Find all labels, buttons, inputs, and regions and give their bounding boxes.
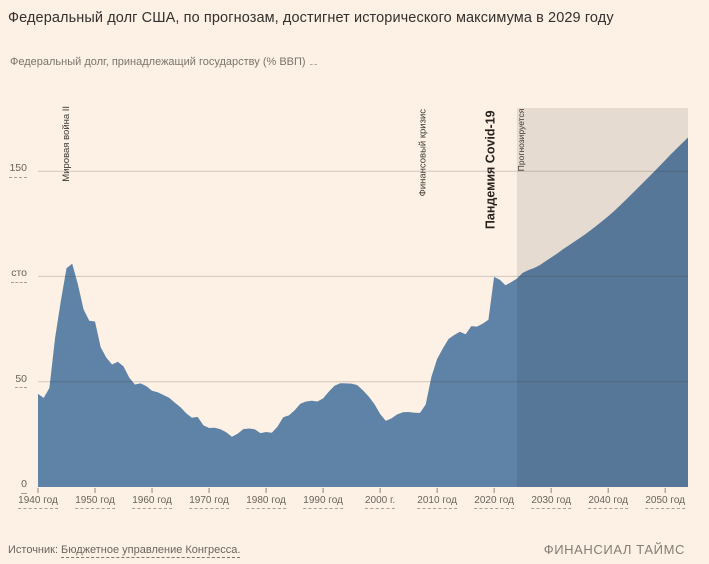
x-axis-label-1990: 1990 год — [303, 495, 343, 509]
x-axis-label-1960: 1960 год — [132, 495, 172, 509]
x-axis-label-2010: 2010 год — [417, 495, 457, 509]
ft-wordmark: ФИНАНСИАЛ ТАЙМС — [543, 542, 685, 557]
debt-area-series — [38, 137, 688, 487]
x-axis-label-text: 2010 год — [417, 495, 457, 509]
x-axis-label-2000: 2000 г. — [364, 495, 396, 509]
x-axis-label-text: 2020 год — [474, 495, 514, 509]
x-axis-label-text: 2030 год — [531, 495, 571, 509]
y-axis-label-text: 150 — [9, 163, 27, 178]
x-axis-label-text: 2000 г. — [364, 495, 396, 509]
y-axis-label-50: 50 — [0, 373, 27, 389]
x-axis-label-2030: 2030 год — [531, 495, 571, 509]
x-axis-label-1950: 1950 год — [75, 495, 115, 509]
annotation-financial-crisis: Финансовый кризис — [417, 109, 428, 197]
x-axis-label-2040: 2040 год — [588, 495, 628, 509]
x-axis-label-text: 1950 год — [75, 495, 115, 509]
y-axis-label-text: сто — [11, 268, 27, 283]
y-axis-label-text: 50 — [15, 373, 27, 389]
source-prefix-label: Источник: — [8, 544, 59, 556]
annotation-wwii: Мировая война II — [61, 106, 72, 182]
source-line: Источник: Бюджетное управление Конгресса. — [8, 544, 241, 558]
x-axis-label-1940: 1940 год — [18, 495, 58, 509]
y-axis-label-100: сто — [0, 268, 27, 283]
x-axis-label-text: 1980 год — [246, 495, 286, 509]
x-axis-label-text: 2040 год — [588, 495, 628, 509]
x-axis-label-2020: 2020 год — [474, 495, 514, 509]
x-axis-label-text: 1940 год — [18, 495, 58, 509]
x-axis-label-text: 1990 год — [303, 495, 343, 509]
x-axis-label-1970: 1970 год — [189, 495, 229, 509]
annotation-forecast-label: Прогнозируется — [516, 108, 526, 171]
x-axis-label-1980: 1980 год — [246, 495, 286, 509]
x-axis-label-text: 2050 год — [645, 495, 686, 509]
annotation-covid-pandemic: Пандемия Covid-19 — [484, 110, 498, 229]
y-axis-label-150: 150 — [0, 163, 27, 178]
y-axis-label-text: 0 — [21, 478, 27, 494]
forecast-region-overlay — [516, 108, 688, 487]
chart-subtitle-row: Федеральный долг, принадлежащий государс… — [10, 55, 317, 68]
chart-subtitle: Федеральный долг, принадлежащий государс… — [10, 56, 306, 68]
x-axis-label-text: 1960 год — [132, 495, 172, 509]
y-axis-label-0: 0 — [0, 478, 27, 494]
translation-marker — [309, 55, 317, 65]
chart-title: Федеральный долг США, по прогнозам, дост… — [8, 10, 614, 26]
source-name: Бюджетное управление Конгресса. — [61, 544, 241, 558]
x-axis-label-2050: 2050 год — [645, 495, 686, 509]
x-axis-label-text: 1970 год — [189, 495, 229, 509]
